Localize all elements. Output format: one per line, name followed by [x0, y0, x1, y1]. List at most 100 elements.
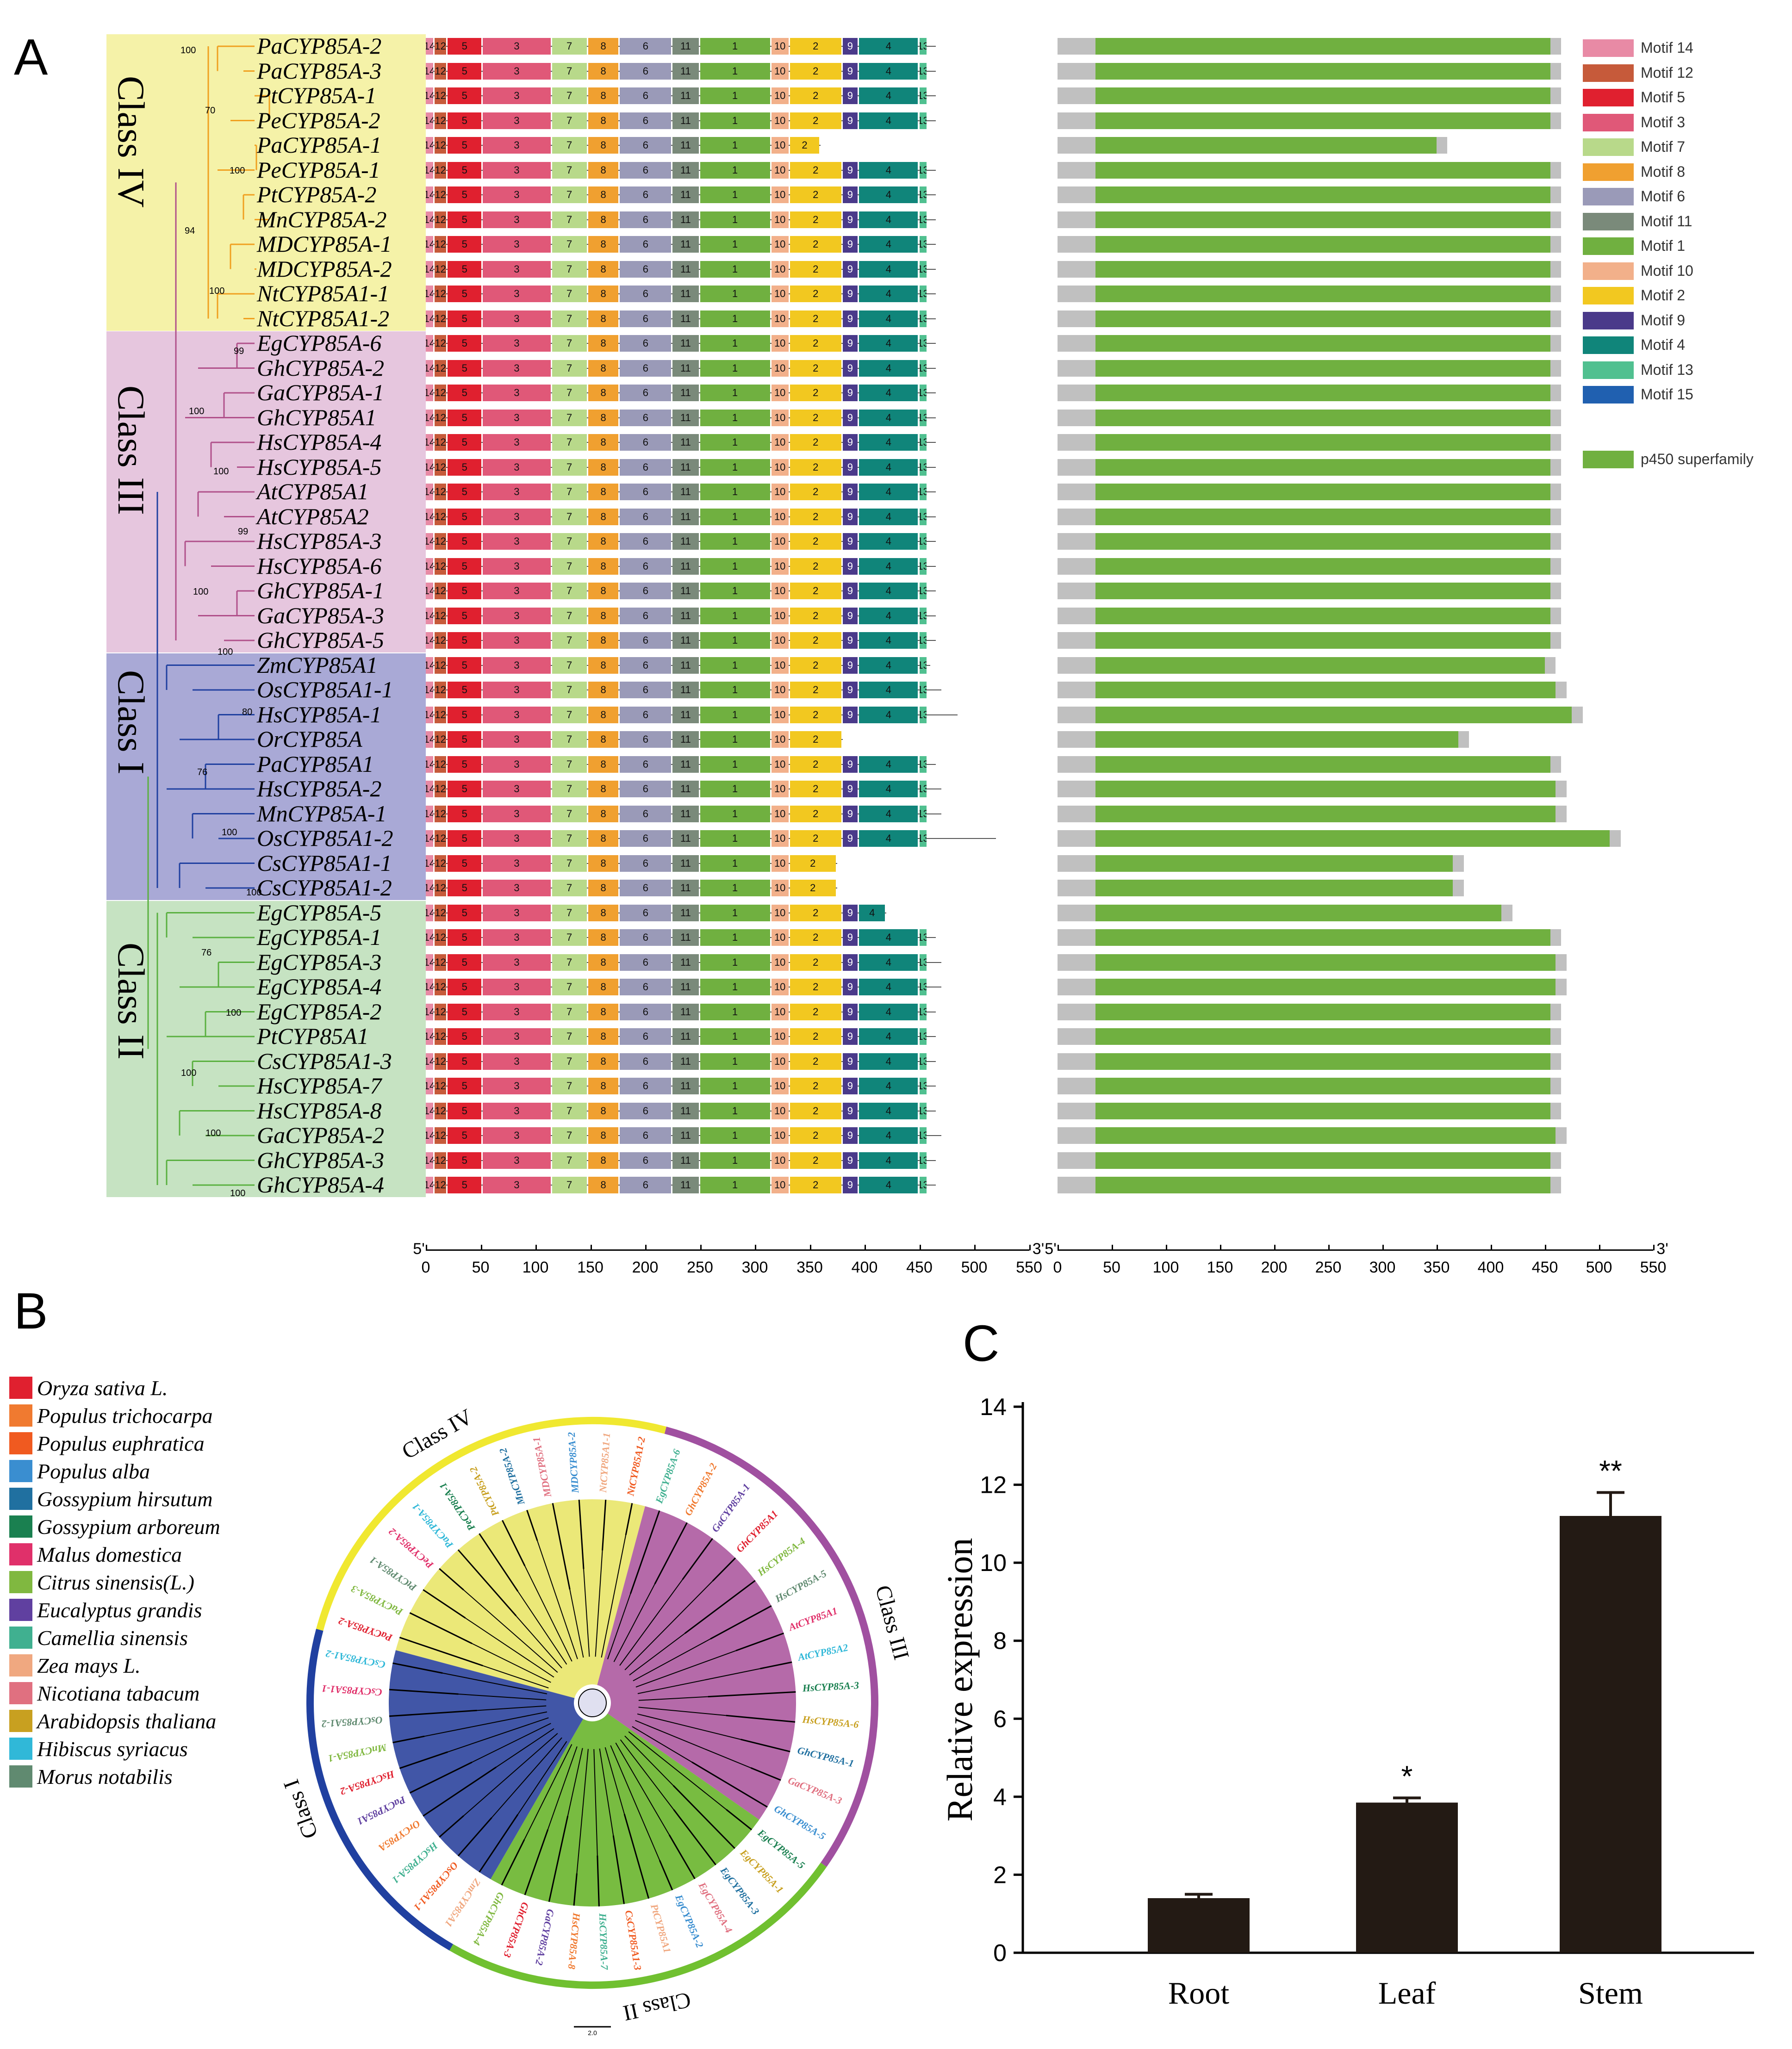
motif-box-5: 5	[448, 607, 482, 624]
motif-box-11: 11	[672, 385, 699, 401]
motif-box-4: 4	[859, 112, 918, 129]
motif-box-8: 8	[588, 830, 619, 847]
tree-branch	[423, 1766, 497, 1817]
motif-box-6: 6	[620, 1127, 672, 1144]
circular-tree-leaf-label: OrCYP85A	[377, 1818, 423, 1854]
motif-box-14: 14	[426, 286, 433, 302]
motif-box-7: 7	[552, 1152, 587, 1169]
motif-box-13: 13	[919, 385, 927, 401]
motif-box-10: 10	[771, 459, 789, 476]
gene-label: HsCYP85A-5	[257, 453, 382, 480]
motif-box-1: 1	[700, 360, 770, 377]
motif-box-3: 3	[483, 929, 551, 946]
motif-box-9: 9	[842, 38, 858, 55]
motif-box-4: 4	[859, 1177, 918, 1193]
axis-tick	[590, 1245, 592, 1250]
motif-box-6: 6	[620, 632, 672, 649]
circular-tree-leaf-label: PeCYP85A-1	[437, 1480, 478, 1533]
motif-legend-label: Motif 13	[1641, 361, 1693, 378]
motif-box-11: 11	[672, 583, 699, 599]
motif-box-7: 7	[552, 830, 587, 847]
p450-domain-bar	[1095, 558, 1550, 575]
motif-box-8: 8	[588, 434, 619, 451]
motif-box-10: 10	[771, 1152, 789, 1169]
motif-box-11: 11	[672, 682, 699, 698]
motif-box-7: 7	[552, 62, 587, 80]
motif-box-1: 1	[700, 161, 770, 179]
class-ring-arc	[449, 1863, 827, 1989]
gene-label: EgCYP85A-6	[257, 330, 382, 356]
motif-box-8: 8	[588, 682, 619, 698]
motif-box-2: 2	[790, 1003, 841, 1020]
motif-box-12: 12	[434, 137, 447, 154]
p450-domain-bar	[1095, 805, 1556, 822]
motif-box-5: 5	[448, 1028, 482, 1045]
tree-branch	[496, 1728, 554, 1768]
motif-box-8: 8	[588, 38, 619, 55]
motif-box-10: 10	[771, 1102, 789, 1119]
y-tick-label: 2	[993, 1862, 1007, 1888]
motif-box-5: 5	[448, 1127, 482, 1144]
motif-box-13: 13	[919, 607, 927, 624]
motif-box-12: 12	[434, 583, 447, 599]
motif-box-3: 3	[483, 1053, 551, 1070]
motif-box-2: 2	[790, 632, 841, 649]
motif-box-7: 7	[552, 929, 587, 946]
tree-branch	[517, 1741, 567, 1815]
tree-branch	[576, 1749, 589, 1874]
motif-box-2: 2	[790, 1078, 841, 1094]
motif-box-1: 1	[700, 1152, 770, 1169]
bootstrap-value: 100	[189, 406, 204, 416]
axis-tick-label: 550	[1640, 1259, 1667, 1276]
gene-label: GhCYP85A-5	[257, 627, 384, 653]
gene-label: GhCYP85A1	[257, 404, 377, 430]
motif-box-10: 10	[771, 607, 789, 624]
motif-box-11: 11	[672, 1102, 699, 1119]
motif-box-2: 2	[790, 731, 841, 748]
motif-box-7: 7	[552, 1177, 587, 1193]
circular-tree-leaf-label: GhCYP85A-2	[682, 1461, 719, 1517]
motif-box-6: 6	[620, 211, 672, 228]
motif-box-4: 4	[859, 533, 918, 550]
bootstrap-value: 100	[205, 1128, 221, 1138]
motif-box-6: 6	[620, 87, 672, 104]
tree-branch	[567, 1748, 583, 1816]
motif-box-11: 11	[672, 360, 699, 377]
expression-bar-chart: 0 2 4 6 8 10 12 14 Relative expression Root Leaf * S…	[940, 1394, 1754, 2011]
motif-box-5: 5	[448, 508, 482, 525]
motif-box-10: 10	[771, 929, 789, 946]
motif-box-3: 3	[483, 1078, 551, 1094]
axis-tick	[1220, 1245, 1221, 1250]
motif-box-5: 5	[448, 1102, 482, 1119]
motif-box-10: 10	[771, 62, 789, 80]
motif-box-2: 2	[790, 1177, 841, 1193]
p450-domain-bar	[1095, 1127, 1556, 1144]
motif-box-5: 5	[448, 830, 482, 847]
tree-branch	[635, 1720, 751, 1769]
p450-domain-bar	[1095, 1028, 1550, 1045]
motif-box-1: 1	[700, 682, 770, 698]
motif-legend-swatch	[1583, 361, 1634, 379]
motif-box-12: 12	[434, 904, 447, 921]
motif-box-11: 11	[672, 62, 699, 80]
motif-box-9: 9	[842, 657, 858, 674]
motif-box-11: 11	[672, 805, 699, 822]
motif-box-4: 4	[859, 781, 918, 797]
motif-box-5: 5	[448, 533, 482, 550]
motif-box-4: 4	[859, 706, 918, 723]
motif-box-5: 5	[448, 1003, 482, 1020]
motif-box-1: 1	[700, 533, 770, 550]
motif-box-9: 9	[842, 533, 858, 550]
tree-branch	[623, 1813, 650, 1899]
motif-box-1: 1	[700, 657, 770, 674]
motif-box-5: 5	[448, 1053, 482, 1070]
p450-domain-bar	[1095, 756, 1550, 773]
motif-box-14: 14	[426, 508, 433, 525]
motif-box-1: 1	[700, 1177, 770, 1193]
motif-box-2: 2	[790, 756, 841, 773]
motif-box-6: 6	[620, 830, 672, 847]
motif-box-9: 9	[842, 1078, 858, 1094]
p450-domain-bar	[1095, 706, 1572, 723]
circular-class-label: Class II	[621, 1987, 693, 2026]
motif-box-3: 3	[483, 1177, 551, 1193]
